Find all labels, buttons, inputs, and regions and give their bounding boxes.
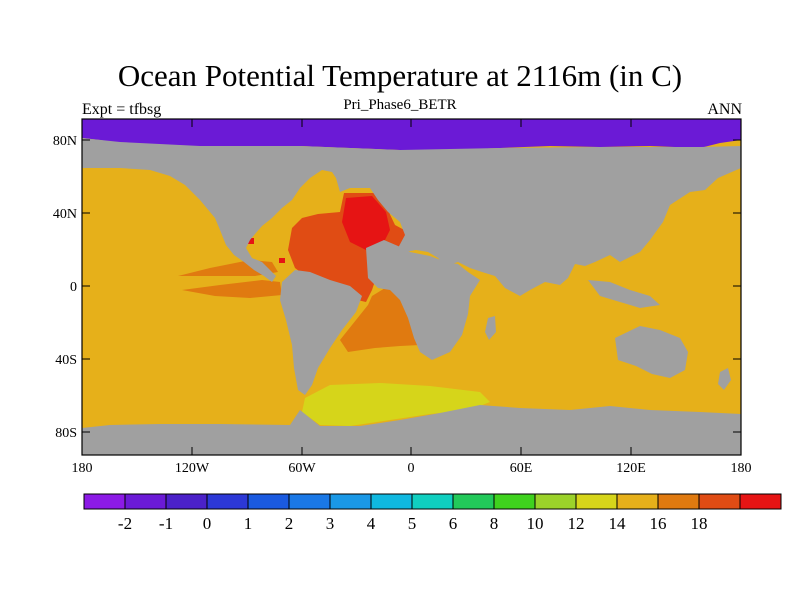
lon-label-180w: 180 [72, 461, 93, 476]
colorbar-label: 8 [490, 514, 499, 533]
lat-label-0: 0 [70, 280, 77, 295]
pacific-tongue-lower [182, 280, 282, 298]
colorbar-label: 10 [527, 514, 544, 533]
land-south-america [280, 270, 362, 395]
lat-label-40n: 40N [53, 207, 77, 222]
colorbar-box [616, 493, 659, 510]
north-atlantic-core-region [342, 196, 390, 250]
map-plot [82, 119, 741, 455]
colorbar-label: 6 [449, 514, 458, 533]
latitude-ticks [82, 139, 741, 433]
lat-label-80s: 80S [55, 426, 77, 441]
colorbar-label: 18 [691, 514, 708, 533]
colorbar-label: 2 [285, 514, 294, 533]
colorbar-box [288, 493, 331, 510]
latitude-labels: 80N 40N 0 40S 80S [53, 134, 77, 441]
experiment-label: Expt = tfbsg [82, 101, 162, 118]
colorbar-label: 5 [408, 514, 417, 533]
colorbar-label: 0 [203, 514, 212, 533]
colorbar-box [370, 493, 413, 510]
colorbar-box [329, 493, 372, 510]
colorbar: -2 -1 0 1 2 3 4 5 6 8 10 12 14 16 18 [83, 493, 782, 533]
lon-label-0: 0 [408, 461, 415, 476]
colorbar-box [206, 493, 249, 510]
colorbar-label: 1 [244, 514, 253, 533]
lon-label-60e: 60E [510, 461, 533, 476]
colorbar-box [534, 493, 577, 510]
land-northern-continents [82, 138, 741, 296]
red-spot-small [279, 258, 285, 263]
colorbar-label: 12 [568, 514, 585, 533]
colorbar-box [124, 493, 167, 510]
colorbar-label: 16 [650, 514, 667, 533]
lon-label-120w: 120W [175, 461, 210, 476]
longitude-ticks [81, 119, 742, 455]
land-madagascar [485, 316, 496, 340]
colorbar-label: 14 [609, 514, 627, 533]
colorbar-box [247, 493, 290, 510]
colorbar-box [657, 493, 700, 510]
lon-label-60w: 60W [288, 461, 316, 476]
season-label: ANN [707, 101, 742, 118]
colorbar-boxes [83, 493, 782, 510]
land-africa [366, 240, 480, 360]
longitude-labels: 180 120W 60W 0 60E 120E 180 [72, 461, 752, 476]
colorbar-label: 3 [326, 514, 335, 533]
map-title: Ocean Potential Temperature at 2116m (in… [117, 58, 683, 93]
colorbar-box [411, 493, 454, 510]
land-antarctica [82, 405, 741, 455]
colorbar-box [452, 493, 495, 510]
colorbar-box [83, 493, 126, 510]
colorbar-label: -2 [118, 514, 132, 533]
land-maritime-continent [588, 280, 660, 308]
southern-ocean-cool-region [302, 383, 490, 426]
map-subtitle: Pri_Phase6_BETR [343, 97, 457, 113]
colorbar-label: -1 [159, 514, 173, 533]
colorbar-labels: -2 -1 0 1 2 3 4 5 6 8 10 12 14 16 18 [118, 514, 708, 533]
colorbar-box [575, 493, 618, 510]
land-australia [615, 326, 688, 378]
arctic-ocean-region [82, 119, 741, 150]
colorbar-box [493, 493, 536, 510]
lat-label-80n: 80N [53, 134, 77, 149]
lon-label-180e: 180 [731, 461, 752, 476]
colorbar-box [165, 493, 208, 510]
colorbar-box [698, 493, 741, 510]
land-new-zealand [718, 368, 731, 390]
lon-label-120e: 120E [616, 461, 646, 476]
lat-label-40s: 40S [55, 353, 77, 368]
colorbar-box [739, 493, 782, 510]
colorbar-label: 4 [367, 514, 376, 533]
